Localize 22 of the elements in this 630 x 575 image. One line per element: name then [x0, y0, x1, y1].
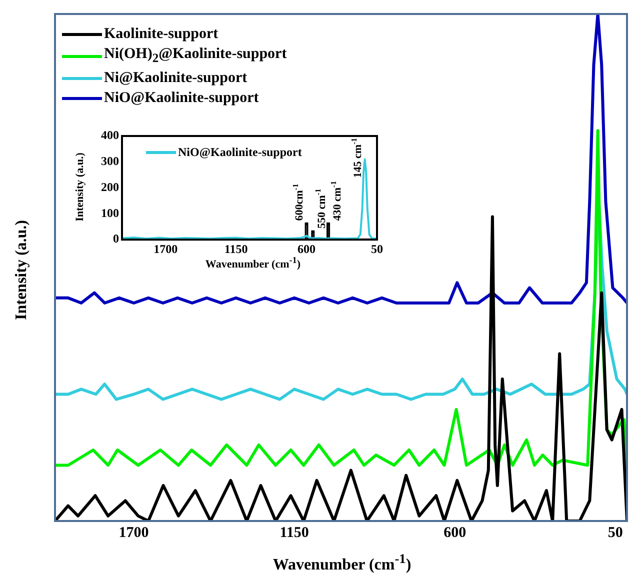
- legend-label: Kaolinite-support: [104, 25, 218, 44]
- x-axis-title: Wavenumber (cm$^{-1}$): [272, 551, 412, 574]
- y-tick-label: 0: [113, 232, 119, 246]
- x-tick-label: 1700: [154, 242, 178, 256]
- legend-label: NiO@Kaolinite-support: [104, 89, 259, 108]
- x-tick-label: 1700: [118, 524, 149, 541]
- x-tick-label: 600: [444, 524, 466, 541]
- y-axis-title: Intensity (a.u.): [13, 220, 31, 320]
- legend-label: Ni(OH)$_{2}$@Kaolinite-support: [104, 45, 287, 67]
- y-tick-label: 100: [101, 206, 119, 220]
- y-tick-label: 300: [101, 154, 119, 168]
- x-axis-title: Wavenumber (cm$^{-1}$): [205, 255, 301, 271]
- x-tick-label: 600: [298, 242, 316, 256]
- y-tick-label: 400: [101, 128, 119, 142]
- x-tick-label: 50: [371, 242, 383, 256]
- legend-label: Ni@Kaolinite-support: [104, 69, 248, 88]
- legend-label: NiO@Kaolinite-support: [178, 144, 302, 161]
- x-tick-label: 1150: [280, 524, 309, 541]
- x-tick-label: 1150: [224, 242, 248, 256]
- y-axis-title: Intensity (a.u.): [74, 152, 86, 222]
- x-tick-label: 50: [608, 524, 623, 541]
- y-tick-label: 200: [101, 180, 119, 194]
